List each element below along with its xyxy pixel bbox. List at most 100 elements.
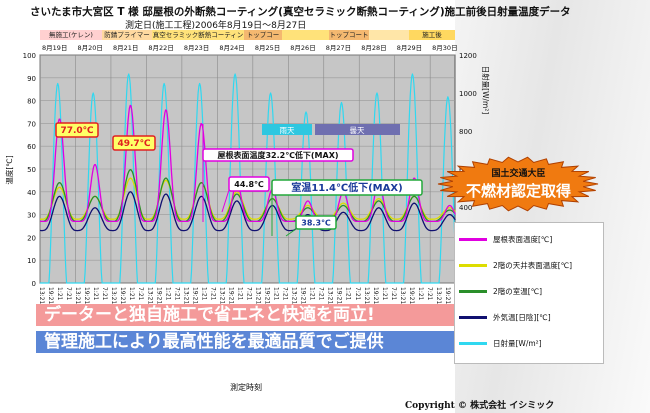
phase-segment: 真空セラミック断熱コーティング(1)(2)(3) xyxy=(152,30,244,40)
phase-segment xyxy=(369,30,409,40)
x-tick-label: 1:21 xyxy=(56,287,63,301)
x-tick-label: 19:21 xyxy=(372,287,379,304)
x-tick-label: 19:21 xyxy=(444,287,451,304)
annotation-label: 屋根表面温度32.2℃低下(MAX) xyxy=(217,150,338,160)
weather-box xyxy=(315,124,400,135)
phase-segment: 防錆プライマー xyxy=(102,30,152,40)
legend-swatch xyxy=(459,237,487,241)
chart-title: さいたま市大宮区 T 様 邸屋根の外断熱コーティング(真空セラミック断熱コーティ… xyxy=(30,6,571,18)
date-label: 8月23日 xyxy=(184,44,209,52)
x-tick-label: 1:21 xyxy=(92,287,99,301)
x-tick-label: 13:21 xyxy=(435,287,442,304)
date-label: 8月19日 xyxy=(42,44,67,52)
weather-label: 雨天 xyxy=(280,126,295,135)
date-label: 8月28日 xyxy=(361,44,386,52)
annotation-pointer xyxy=(221,189,230,213)
chart-subtitle: 測定日(施工工程)2006年8月19日～8月27日 xyxy=(125,21,307,31)
y-tick-label: 40 xyxy=(27,189,36,197)
y-tick-label: 80 xyxy=(27,98,36,106)
y2-axis-title: 日射量[W/m²] xyxy=(481,66,491,115)
x-tick-label: 1:21 xyxy=(345,287,352,301)
y-tick-label: 0 xyxy=(32,280,36,288)
annotation-label: 38.3℃ xyxy=(301,218,331,227)
legend-label: 屋根表面温度[℃] xyxy=(493,234,553,244)
annotation-label: 77.0℃ xyxy=(60,126,93,136)
x-tick-label: 19:21 xyxy=(408,287,415,304)
annotation-label: 49.7℃ xyxy=(117,139,150,149)
y-tick-label: 60 xyxy=(27,143,36,151)
y-tick-label: 100 xyxy=(23,52,36,60)
annotation-box xyxy=(112,135,156,151)
y2-tick-label: 400 xyxy=(459,204,472,212)
y2-tick-label: 800 xyxy=(459,128,472,136)
legend-swatch xyxy=(459,289,487,293)
date-label: 8月30日 xyxy=(432,44,457,52)
legend-label: 日射量[W/m²] xyxy=(493,338,542,348)
annotation-label: 室温11.4℃低下(MAX) xyxy=(291,181,402,194)
x-tick-label: 1:21 xyxy=(164,287,171,301)
y-tick-label: 50 xyxy=(27,166,36,174)
phase-segment: トップコート xyxy=(329,30,369,40)
x-tick-label: 19:21 xyxy=(191,287,198,304)
x-tick-label: 7:21 xyxy=(137,287,144,301)
phase-segment: 施工後 xyxy=(409,30,455,40)
x-tick-label: 19:21 xyxy=(47,287,54,304)
date-label: 8月24日 xyxy=(219,44,244,52)
annotation-pointer xyxy=(285,228,297,237)
x-tick-label: 1:21 xyxy=(128,287,135,301)
x-tick-label: 1:21 xyxy=(417,287,424,301)
annotation-box xyxy=(295,215,337,230)
x-tick-label: 13:21 xyxy=(38,287,45,304)
x-tick-label: 13:21 xyxy=(363,287,370,304)
y-tick-label: 10 xyxy=(27,257,36,265)
date-label: 8月29日 xyxy=(397,44,422,52)
x-tick-label: 13:21 xyxy=(218,287,225,304)
phase-segment: 無施工(ケレン) xyxy=(40,30,102,40)
date-label: 8月21日 xyxy=(113,44,138,52)
series-line-solar xyxy=(40,73,456,284)
annotation-box xyxy=(55,122,99,138)
x-tick-label: 19:21 xyxy=(336,287,343,304)
date-label: 8月27日 xyxy=(326,44,351,52)
y-tick-label: 70 xyxy=(27,120,36,128)
y2-tick-label: 1200 xyxy=(459,52,477,60)
legend-item: 屋根表面温度[℃] xyxy=(459,231,552,247)
x-tick-label: 7:21 xyxy=(354,287,361,301)
x-tick-label: 13:21 xyxy=(327,287,334,304)
date-label: 8月25日 xyxy=(255,44,280,52)
legend-label: 2階の天井表面温度[℃] xyxy=(493,260,573,270)
x-tick-label: 1:21 xyxy=(381,287,388,301)
x-tick-label: 13:21 xyxy=(255,287,262,304)
x-tick-label: 1:21 xyxy=(273,287,280,301)
x-tick-label: 1:21 xyxy=(309,287,316,301)
y-tick-label: 90 xyxy=(27,75,36,83)
legend-item: 日射量[W/m²] xyxy=(459,335,542,351)
x-tick-label: 13:21 xyxy=(110,287,117,304)
y-tick-label: 20 xyxy=(27,234,36,242)
legend-label: 外気温[日陰][℃] xyxy=(493,312,551,322)
series-line-ceiling xyxy=(40,177,456,220)
legend-swatch xyxy=(459,341,487,345)
legend-item: 2階の天井表面温度[℃] xyxy=(459,257,572,273)
series-line-outdoor xyxy=(40,191,456,232)
date-label: 8月26日 xyxy=(290,44,315,52)
badge-burst xyxy=(437,156,599,212)
badge-line2: 不燃材認定取得 xyxy=(465,182,571,200)
x-tick-label: 19:21 xyxy=(264,287,271,304)
x-tick-label: 7:21 xyxy=(318,287,325,301)
weather-label: 曇天 xyxy=(350,126,365,135)
badge-line1: 国土交通大臣 xyxy=(491,169,546,179)
phase-segment: トップコート xyxy=(244,30,282,40)
x-tick-label: 7:21 xyxy=(246,287,253,301)
x-tick-label: 13:21 xyxy=(74,287,81,304)
x-tick-label: 13:21 xyxy=(182,287,189,304)
copyright: Copyright © 株式会社 イシミック xyxy=(405,401,555,411)
legend: 屋根表面温度[℃] 2階の天井表面温度[℃] 2階の室温[℃] 外気温[日陰][℃] 日… xyxy=(454,222,604,364)
banner-message-2: 管理施工により最高性能を最適品質でご提供 xyxy=(36,331,454,353)
x-tick-label: 13:21 xyxy=(146,287,153,304)
banner-message-1: データーと独自施工で省エネと快適を両立! xyxy=(36,304,454,326)
x-tick-label: 1:21 xyxy=(200,287,207,301)
legend-label: 2階の室温[℃] xyxy=(493,286,543,296)
x-tick-label: 19:21 xyxy=(300,287,307,304)
